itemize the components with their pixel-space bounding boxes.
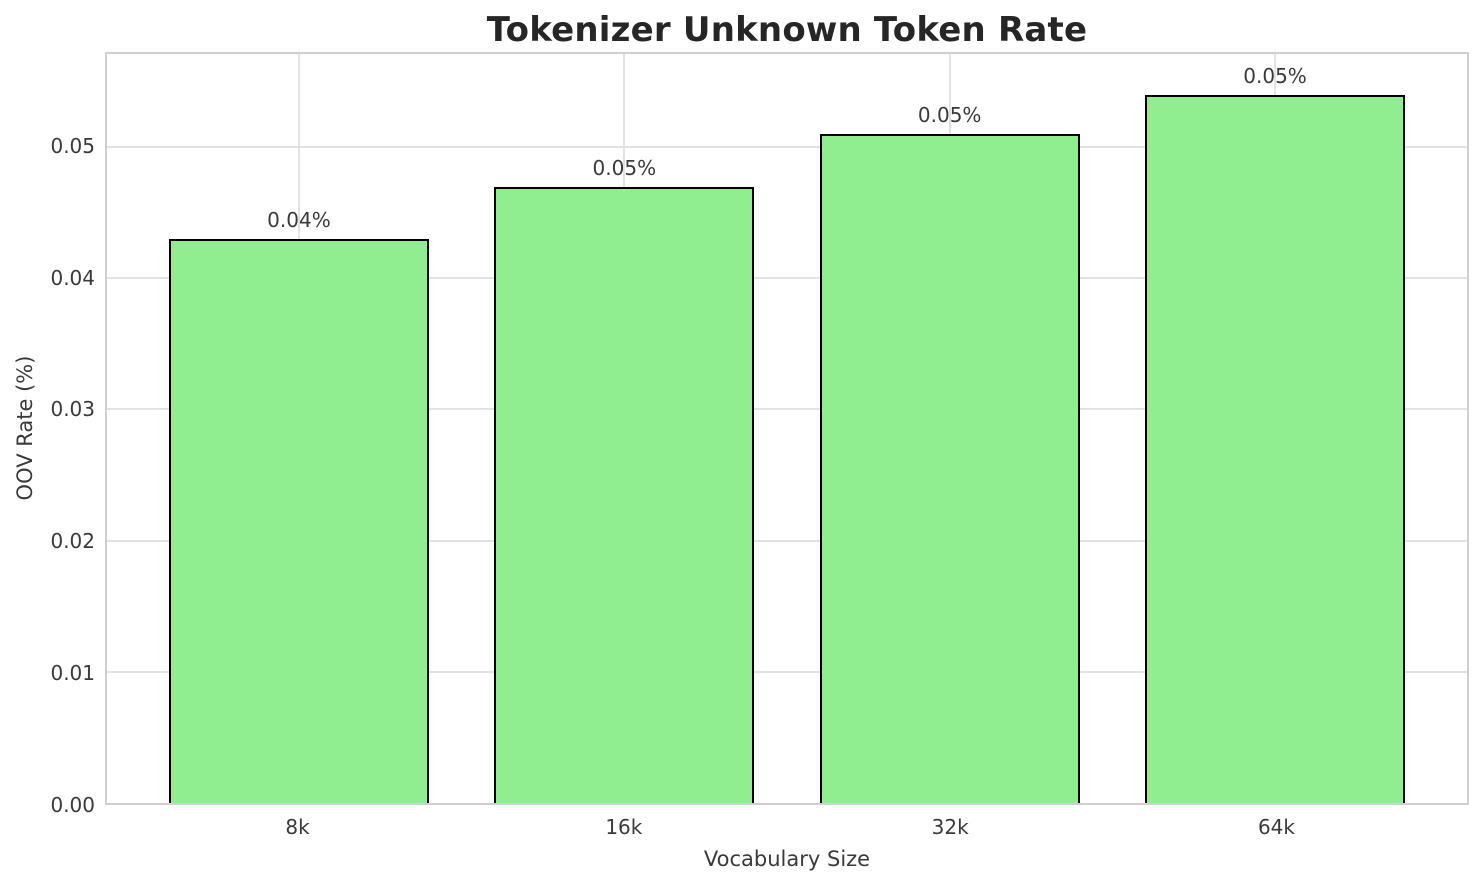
x-tick-label: 8k <box>285 815 310 839</box>
y-tick-label: 0.00 <box>50 793 95 817</box>
y-tick-label: 0.05 <box>50 133 95 158</box>
plot-area: 0.04% 0.05% 0.05% 0.05% <box>105 52 1469 805</box>
x-tick-label: 16k <box>605 815 643 839</box>
bar-value-label-64k: 0.05% <box>1243 63 1307 88</box>
gridline-h-0.01 <box>107 670 1467 673</box>
gridline-h-0.02 <box>107 539 1467 542</box>
gridline-h-0.05 <box>107 146 1467 149</box>
x-tick-label: 32k <box>931 815 969 839</box>
y-tick-label: 0.01 <box>50 661 95 686</box>
gridline-h-0.04 <box>107 277 1467 280</box>
y-axis-ticks: 0.00 0.01 0.02 0.03 0.04 0.05 <box>0 52 95 817</box>
y-tick-label: 0.03 <box>50 397 95 422</box>
x-tick-label: 64k <box>1257 815 1295 839</box>
bar-32k <box>819 134 1080 803</box>
y-tick-label: 0.04 <box>50 265 95 290</box>
chart-title: Tokenizer Unknown Token Rate <box>486 10 1088 50</box>
gridline-h-0.03 <box>107 408 1467 411</box>
bar-64k <box>1144 94 1406 803</box>
bar-16k <box>494 186 755 803</box>
x-axis-ticks: 8k 16k 32k 64k <box>105 815 1469 841</box>
bar-value-label-16k: 0.05% <box>592 155 657 180</box>
y-axis-label: OOV Rate (%) <box>13 355 37 501</box>
y-tick-label: 0.02 <box>50 529 95 554</box>
bar-value-label-32k: 0.05% <box>917 103 982 128</box>
x-axis-label: Vocabulary Size <box>703 847 871 871</box>
bar-8k <box>168 238 430 803</box>
bar-value-label-8k: 0.04% <box>267 207 331 232</box>
